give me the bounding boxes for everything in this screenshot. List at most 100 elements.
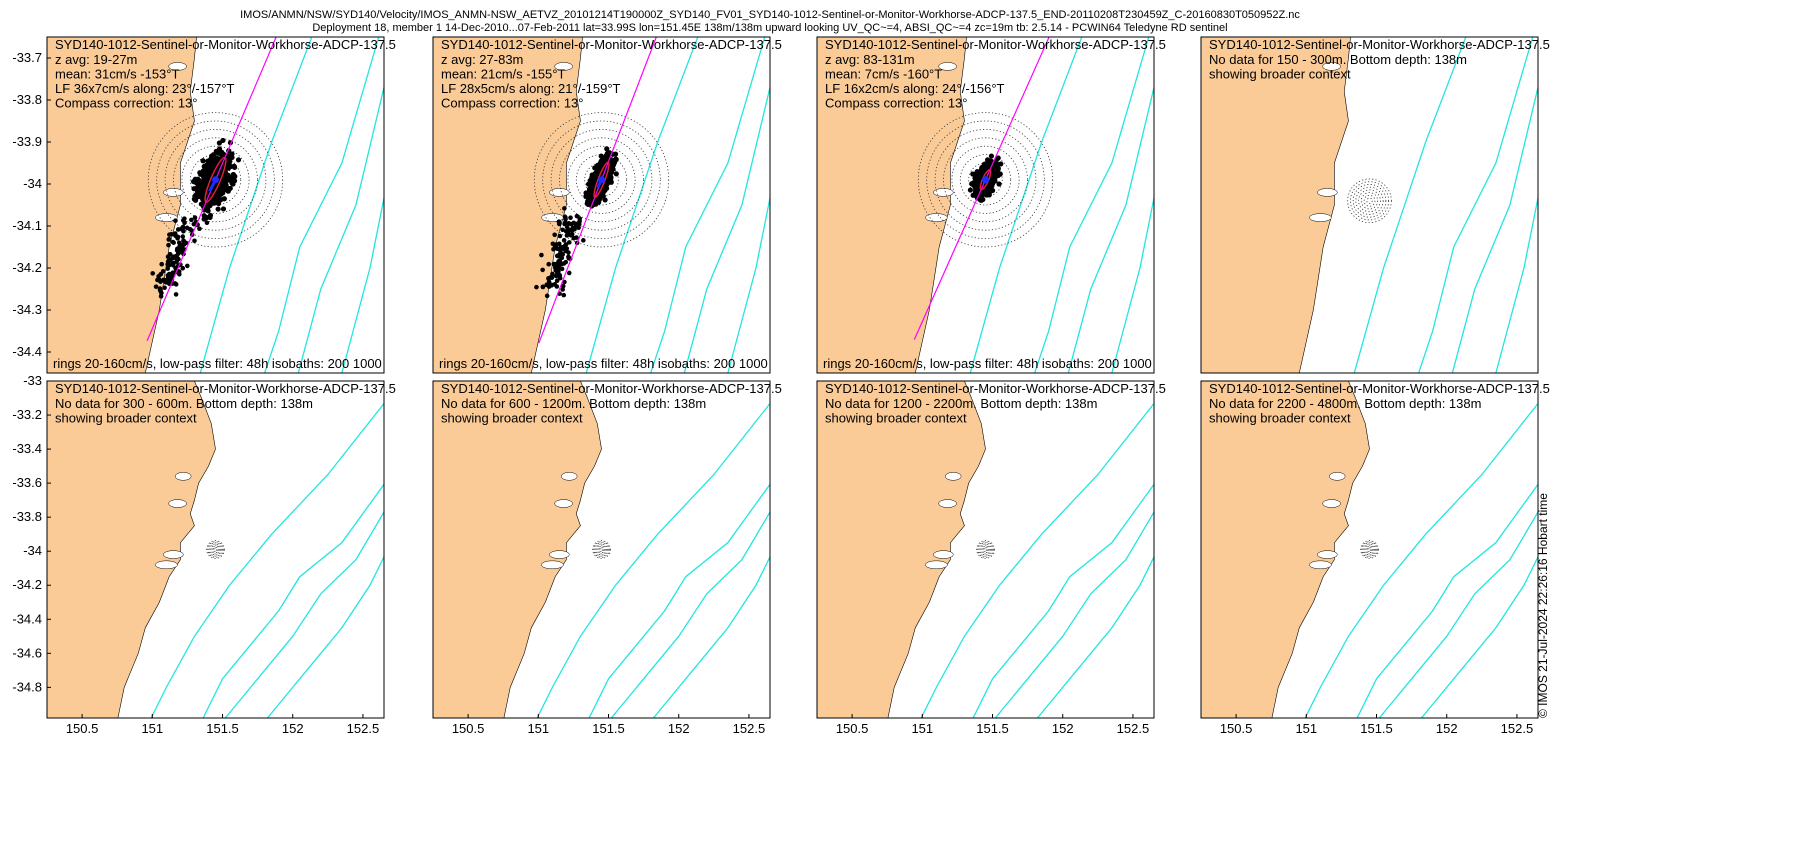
isobath-line-1 [1304, 402, 1538, 718]
isobath-line-4 [1420, 555, 1538, 718]
estuary-shape [925, 560, 948, 570]
isobath-line-2 [202, 483, 384, 718]
isobath-line-2 [263, 37, 380, 373]
estuary-shape [1309, 213, 1332, 222]
x-tick-label: 150.5 [1220, 721, 1253, 736]
panel-info-line: showing broader context [825, 411, 967, 426]
panel-info-line: LF 16x2cm/s along: 24°/-156°T [825, 81, 1005, 96]
estuary-shape [938, 499, 957, 508]
speed-ring-160 [147, 112, 284, 248]
y-tick-label: -33.4 [12, 441, 42, 456]
x-tick-label: 152 [282, 721, 304, 736]
panel-info-line: showing broader context [441, 411, 583, 426]
panel-info-line: mean: 21cm/s -155°T [441, 67, 565, 82]
speed-ring-120 [978, 542, 993, 557]
y-tick-label: -33 [23, 373, 42, 388]
isobath-line-2 [1033, 37, 1150, 373]
y-tick-label: -34.4 [12, 611, 42, 626]
estuary-shape [1322, 499, 1341, 508]
speed-ring-140 [1349, 181, 1390, 221]
x-tick-label: 151 [141, 721, 163, 736]
panel-info-line: LF 36x7cm/s along: 23°/-157°T [55, 81, 235, 96]
speed-ring-120 [1362, 542, 1377, 557]
figure-header-line-1: IMOS/ANMN/NSW/SYD140/Velocity/IMOS_ANMN-… [240, 9, 1300, 21]
panel-axes-frame [1200, 36, 1539, 374]
speed-ring-100 [979, 543, 992, 556]
mean-marker [982, 176, 989, 184]
speed-ring-80 [980, 544, 991, 555]
y-tick-label: -34.8 [12, 679, 42, 694]
isobath-line-4 [266, 555, 384, 718]
speed-ring-20 [599, 547, 604, 552]
speed-ring-140 [207, 541, 224, 558]
speed-ring-100 [173, 137, 258, 223]
speed-ring-160 [533, 112, 670, 248]
panel-footer: rings 20-160cm/s, low-pass filter: 48h i… [53, 356, 458, 371]
speed-ring-120 [208, 542, 223, 557]
panel-info-line: No data for 150 - 300m. Bottom depth: 13… [1209, 52, 1467, 67]
isobath-line-1 [150, 402, 384, 718]
panel-title: SYD140-1012-Sentinel-or-Monitor-Workhors… [1209, 37, 1550, 52]
x-tick-label: 151 [527, 721, 549, 736]
lf-ellipse [204, 156, 227, 203]
isobath-line-4 [727, 194, 770, 373]
panel-info-line: No data for 600 - 1200m. Bottom depth: 1… [441, 396, 706, 411]
speed-ring-160 [1347, 178, 1392, 224]
land-area [1201, 381, 1370, 718]
speed-ring-140 [977, 541, 994, 558]
mean-marker [212, 176, 219, 184]
speed-ring-160 [976, 540, 995, 559]
estuary-shape [163, 550, 184, 559]
estuary-shape [945, 0, 961, 3]
x-tick-label: 152.5 [733, 721, 766, 736]
isobath-line-4 [341, 194, 384, 373]
speed-ring-60 [1360, 192, 1379, 210]
y-tick-label: -34.2 [12, 577, 42, 592]
isobath-line-1 [585, 37, 699, 373]
panel-info-line: showing broader context [1209, 67, 1351, 82]
land-area [1201, 37, 1351, 373]
speed-ring-60 [575, 154, 628, 206]
y-tick-label: -34.4 [12, 344, 42, 359]
speed-ring-60 [189, 154, 242, 206]
y-tick-label: -33.6 [12, 475, 42, 490]
isobath-line-3 [224, 510, 384, 718]
isobath-line-3 [1067, 84, 1154, 373]
isobath-line-3 [683, 84, 770, 373]
isobath-line-4 [652, 555, 770, 718]
estuary-shape [561, 0, 577, 3]
panel-title: SYD140-1012-Sentinel-or-Monitor-Workhors… [825, 381, 1166, 396]
land-area [433, 381, 602, 718]
panel-title: SYD140-1012-Sentinel-or-Monitor-Workhors… [825, 37, 1166, 52]
estuary-shape [933, 550, 954, 559]
estuary-shape [1317, 188, 1338, 197]
panel-6: SYD140-1012-Sentinel-or-Monitor-Workhors… [432, 380, 782, 736]
speed-ring-120 [550, 128, 653, 231]
panel-info-line: showing broader context [55, 411, 197, 426]
speed-ring-40 [1363, 194, 1376, 207]
y-tick-label: -34.2 [12, 260, 42, 275]
panel-info-line: mean: 7cm/s -160°T [825, 67, 942, 82]
speed-ring-40 [982, 546, 989, 553]
speed-ring-140 [926, 120, 1045, 239]
speed-ring-80 [210, 544, 221, 555]
isobath-line-2 [1417, 37, 1534, 373]
isobath-line-2 [649, 37, 766, 373]
estuary-shape [541, 560, 564, 570]
x-tick-label: 152 [668, 721, 690, 736]
speed-ring-80 [1364, 544, 1375, 555]
speed-ring-20 [983, 547, 988, 552]
panel-info-line: No data for 300 - 600m. Bottom depth: 13… [55, 396, 313, 411]
panel-info-line: Compass correction: 13° [55, 96, 197, 111]
speed-ring-140 [1361, 541, 1378, 558]
x-tick-label: 152 [1436, 721, 1458, 736]
speed-ring-20 [1366, 197, 1373, 204]
speed-ring-40 [598, 546, 605, 553]
x-tick-label: 151.5 [206, 721, 239, 736]
y-tick-label: -34 [23, 176, 42, 191]
speed-ring-80 [1358, 189, 1381, 213]
speed-ring-120 [934, 128, 1037, 231]
panel-axes-frame [46, 380, 385, 719]
speed-ring-60 [1365, 545, 1374, 554]
panel-title: SYD140-1012-Sentinel-or-Monitor-Workhors… [441, 381, 782, 396]
